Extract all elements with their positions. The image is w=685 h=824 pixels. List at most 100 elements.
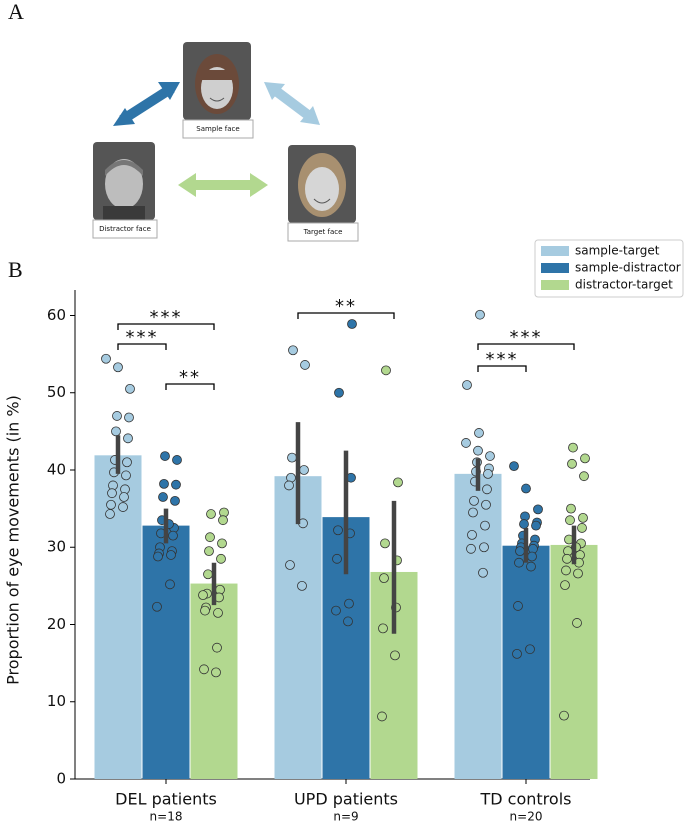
data-point (218, 515, 228, 526)
legend-swatch (541, 263, 569, 273)
y-axis-label: Proportion of eye movements (in %) (4, 395, 23, 685)
data-point (198, 590, 208, 601)
data-point (381, 365, 391, 376)
data-point (527, 551, 537, 562)
x-tick-label: UPD patients (294, 790, 398, 809)
data-point (113, 362, 123, 373)
data-point (578, 512, 588, 523)
data-point (577, 523, 587, 533)
data-point (461, 438, 471, 448)
data-point (299, 465, 309, 475)
data-point (105, 509, 115, 519)
y-tick-label: 50 (47, 383, 66, 401)
data-point (168, 530, 178, 541)
data-point (124, 412, 134, 423)
data-point (211, 667, 221, 678)
data-point (380, 538, 390, 549)
data-point (331, 605, 341, 616)
data-point (379, 573, 389, 584)
face-image (288, 145, 356, 223)
legend-label: sample-target (575, 244, 660, 258)
y-tick-label: 40 (47, 460, 66, 478)
significance-bracket (477, 365, 527, 372)
data-point (107, 488, 117, 499)
y-tick-label: 60 (47, 306, 66, 324)
data-point (561, 565, 571, 576)
data-point (479, 542, 489, 553)
data-point (111, 426, 121, 437)
data-point (217, 538, 227, 549)
data-point (284, 480, 294, 491)
data-point (300, 360, 310, 370)
y-tick-label: 30 (47, 538, 66, 556)
x-tick-label: TD controls (480, 790, 572, 809)
data-point (205, 532, 215, 543)
data-point (171, 479, 181, 490)
data-point (199, 664, 209, 675)
significance-bracket (477, 343, 575, 350)
significance-label: *** (126, 327, 159, 348)
sample-size: n=9 (333, 810, 358, 824)
data-point (514, 557, 524, 568)
data-point (285, 560, 295, 570)
face-label: Distractor face (99, 225, 151, 233)
bar (142, 525, 190, 779)
data-point (533, 504, 543, 515)
data-point (473, 445, 483, 456)
data-point (112, 411, 122, 421)
data-point (559, 710, 569, 721)
legend-swatch (541, 280, 569, 290)
data-point (200, 605, 210, 616)
data-point (515, 546, 525, 557)
data-point (333, 525, 343, 536)
data-point (170, 495, 180, 506)
label-box (287, 222, 359, 242)
y-tick-label: 0 (56, 770, 66, 788)
bar (550, 544, 598, 779)
data-point (106, 499, 116, 510)
significance-label: *** (150, 307, 183, 328)
panel-label: B (8, 257, 23, 282)
data-point (123, 433, 133, 444)
data-point (562, 553, 572, 564)
data-point (566, 503, 576, 514)
label-box (182, 119, 254, 139)
data-point (204, 546, 214, 557)
data-point (118, 502, 128, 512)
sample-size: n=20 (510, 810, 543, 824)
data-point (287, 452, 297, 463)
data-point (567, 458, 577, 469)
data-point (519, 519, 529, 529)
data-point (521, 483, 531, 494)
data-point (122, 457, 132, 468)
data-point (344, 598, 354, 609)
data-point (573, 568, 583, 579)
data-point (478, 567, 488, 578)
data-point (509, 461, 519, 472)
data-point (125, 383, 135, 394)
data-point (466, 543, 476, 554)
data-point (172, 455, 182, 465)
significance-label: ** (179, 367, 201, 388)
significance-bracket (165, 383, 215, 390)
significance-bracket (297, 312, 395, 319)
data-point (568, 442, 578, 453)
data-point (580, 453, 590, 464)
significance-label: ** (335, 296, 357, 317)
data-point (565, 515, 575, 526)
data-point (390, 650, 400, 661)
data-point (216, 553, 226, 564)
data-point (378, 623, 388, 634)
data-point (158, 492, 168, 502)
data-point (467, 529, 477, 540)
significance-bracket (117, 343, 167, 350)
data-point (166, 550, 176, 560)
data-point (347, 319, 357, 329)
data-point (469, 495, 479, 506)
bar (94, 455, 142, 779)
bar (454, 473, 502, 779)
data-point (343, 616, 353, 627)
sample-size: n=18 (150, 810, 183, 824)
